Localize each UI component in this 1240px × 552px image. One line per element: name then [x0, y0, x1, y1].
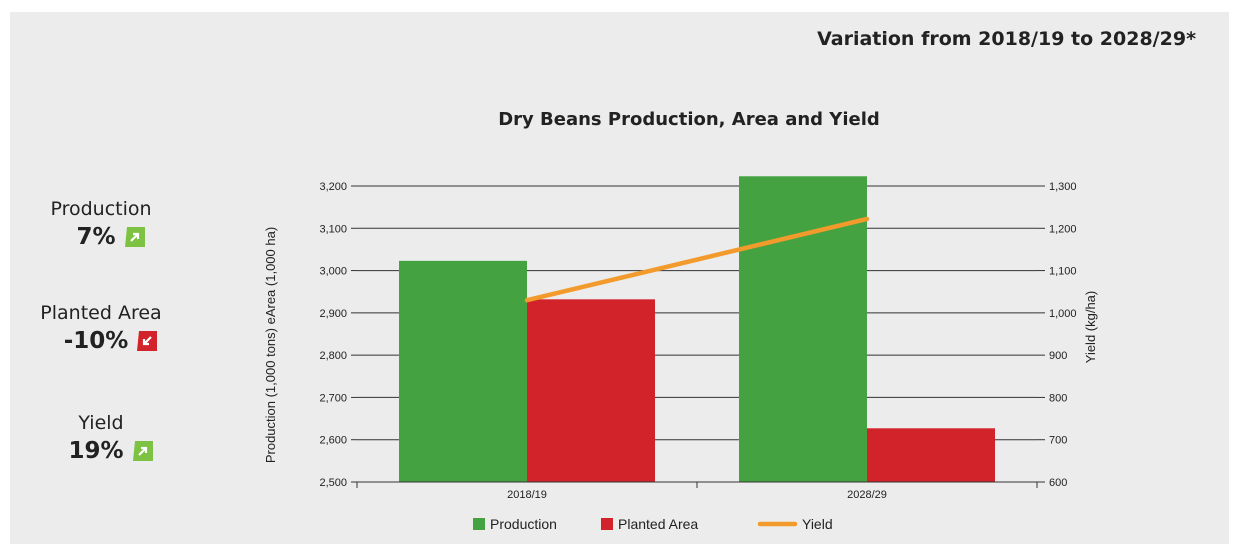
variation-title: Variation from 2018/19 to 2028/29* — [817, 28, 1196, 50]
stat-planted-area: Planted Area -10% — [26, 302, 176, 354]
bar-production — [399, 260, 527, 482]
x-tick-label: 2018/19 — [507, 489, 547, 501]
arrow-up-right-icon — [124, 227, 145, 247]
y-right-tick-label: 700 — [1049, 435, 1067, 447]
y-left-tick-label: 2,600 — [319, 435, 347, 447]
y-left-tick-label: 2,900 — [319, 308, 347, 320]
y-right-tick-label: 900 — [1049, 350, 1067, 362]
stat-planted-area-label: Planted Area — [40, 302, 162, 324]
legend-swatch-planted-area — [601, 518, 613, 530]
y-right-tick-label: 1,200 — [1049, 223, 1077, 235]
y-axis-right-label: Yield (kg/ha) — [1083, 291, 1098, 364]
stat-yield-label: Yield — [78, 412, 124, 434]
y-axis-left-label: Production (1,000 tons) eArea (1,000 ha) — [263, 227, 278, 463]
y-right-tick-label: 1,000 — [1049, 308, 1077, 320]
stat-yield: Yield 19% — [26, 412, 176, 464]
line-yield — [524, 216, 870, 303]
arrow-down-left-icon — [137, 331, 158, 351]
y-left-tick-label: 3,000 — [319, 266, 347, 278]
stat-production: Production 7% — [26, 198, 176, 250]
y-right-tick-label: 1,300 — [1049, 181, 1077, 193]
bar-planted-area — [867, 428, 995, 482]
legend-label-production: Production — [490, 516, 557, 532]
y-left-tick-label: 2,500 — [319, 477, 347, 489]
bar-planted-area — [527, 299, 655, 482]
y-left-tick-label: 3,100 — [319, 223, 347, 235]
y-right-tick-label: 800 — [1049, 392, 1067, 404]
y-right-tick-label: 1,100 — [1049, 266, 1077, 278]
bar-production — [739, 176, 867, 482]
legend-swatch-production — [473, 518, 485, 530]
y-left-tick-label: 2,800 — [319, 350, 347, 362]
y-left-tick-label: 3,200 — [319, 181, 347, 193]
stat-yield-value: 19% — [68, 438, 124, 464]
chart-title: Dry Beans Production, Area and Yield — [498, 109, 880, 130]
legend-label-planted-area: Planted Area — [618, 516, 698, 532]
stat-production-label: Production — [50, 198, 152, 220]
legend-label-yield: Yield — [802, 516, 833, 532]
stat-planted-area-value: -10% — [63, 328, 129, 354]
y-right-tick-label: 600 — [1049, 477, 1067, 489]
x-tick-label: 2028/29 — [847, 489, 887, 501]
arrow-up-right-icon — [132, 441, 153, 461]
y-left-tick-label: 2,700 — [319, 392, 347, 404]
stat-production-value: 7% — [76, 224, 116, 250]
